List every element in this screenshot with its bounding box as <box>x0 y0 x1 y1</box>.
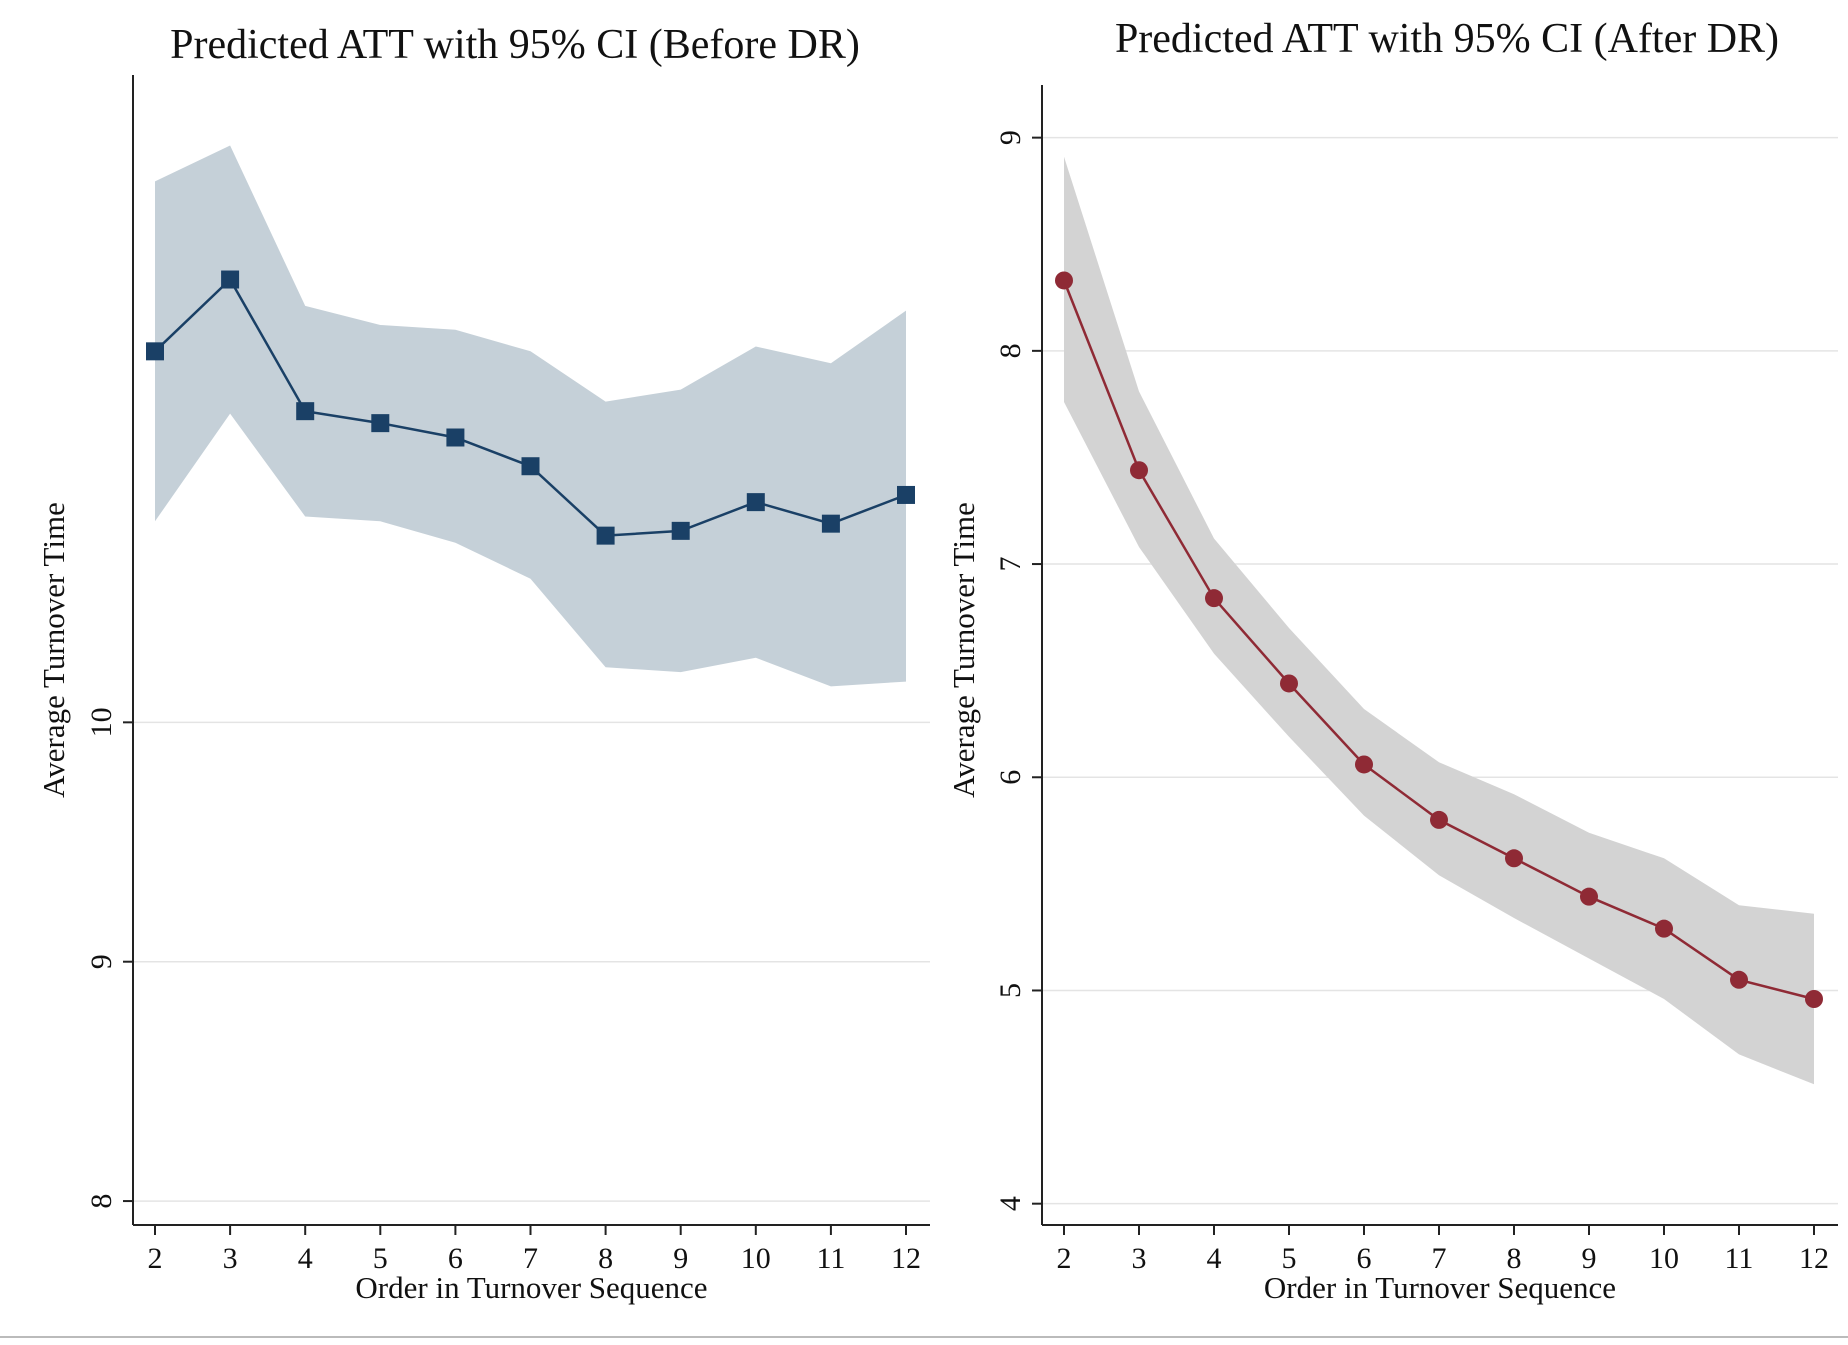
x-tick-label: 9 <box>1582 1242 1597 1275</box>
data-point <box>221 270 240 289</box>
data-point <box>1280 674 1298 693</box>
y-tick-label: 8 <box>85 1194 118 1209</box>
y-tick-label: 5 <box>994 983 1027 998</box>
y-tick-label: 9 <box>994 130 1027 145</box>
x-tick-label: 9 <box>673 1242 688 1275</box>
data-point <box>146 342 164 361</box>
y-tick-label: 6 <box>994 770 1027 785</box>
x-tick-label: 2 <box>148 1242 163 1275</box>
x-tick-label: 5 <box>1282 1242 1297 1275</box>
x-tick-label: 6 <box>1357 1242 1372 1275</box>
x-tick-label: 11 <box>1725 1242 1754 1275</box>
y-tick-label: 4 <box>994 1196 1027 1211</box>
x-tick-label: 4 <box>298 1242 313 1275</box>
x-axis-label: Order in Turnover Sequence <box>355 1270 707 1305</box>
x-tick-label: 3 <box>1132 1242 1147 1275</box>
y-axis-label: Average Turnover Time <box>946 502 981 798</box>
data-point <box>371 414 390 433</box>
data-point <box>1205 589 1223 608</box>
x-tick-label: 7 <box>1432 1242 1447 1275</box>
data-point <box>446 428 465 447</box>
x-tick-label: 6 <box>448 1242 463 1275</box>
x-tick-label: 11 <box>816 1242 845 1275</box>
data-point <box>1805 990 1823 1008</box>
data-point <box>821 514 840 533</box>
data-point <box>1430 810 1448 829</box>
data-point <box>897 485 915 504</box>
x-tick-label: 4 <box>1207 1242 1222 1275</box>
data-point <box>296 402 315 421</box>
confidence-band <box>1064 156 1814 1085</box>
data-point <box>521 457 540 476</box>
chart-panel-2: 4 5 6 7 8 9 2 3 4 5 6 7 8 9 10 11 12 Predicted ATT with 9… <box>946 16 1838 1305</box>
x-axis-label: Order in Turnover Sequence <box>1264 1270 1616 1305</box>
x-tick-label: 7 <box>523 1242 538 1275</box>
y-tick-label: 7 <box>994 557 1027 572</box>
x-tick-label: 10 <box>741 1242 771 1275</box>
x-tick-label: 3 <box>223 1242 238 1275</box>
bottom-divider <box>0 1336 1848 1338</box>
chart-title: Predicted ATT with 95% CI (After DR) <box>1115 16 1779 62</box>
chart-title: Predicted ATT with 95% CI (Before DR) <box>170 22 860 68</box>
y-axis-label: Average Turnover Time <box>36 502 71 798</box>
x-tick-label: 8 <box>598 1242 613 1275</box>
data-point <box>671 521 690 540</box>
x-tick-label: 2 <box>1057 1242 1072 1275</box>
chart-panel-1: 8 9 10 2 3 4 5 6 7 8 9 10 11 12 Predicted ATT with 95%… <box>36 22 930 1305</box>
x-tick-label: 12 <box>1799 1242 1829 1275</box>
data-point <box>1580 887 1598 906</box>
data-point <box>1055 271 1073 290</box>
y-tick-label: 8 <box>994 343 1027 358</box>
data-point <box>1130 461 1148 480</box>
x-tick-label: 5 <box>373 1242 388 1275</box>
data-point <box>1655 919 1673 938</box>
y-tick-label: 9 <box>85 954 118 969</box>
x-tick-label: 8 <box>1507 1242 1522 1275</box>
data-point <box>1730 970 1748 989</box>
x-tick-label: 10 <box>1649 1242 1679 1275</box>
x-tick-label: 12 <box>891 1242 921 1275</box>
data-point <box>1505 849 1523 868</box>
data-point <box>746 493 765 512</box>
confidence-band <box>155 145 906 687</box>
y-tick-label: 10 <box>85 707 118 737</box>
data-point <box>1355 755 1373 774</box>
data-point <box>596 526 615 545</box>
